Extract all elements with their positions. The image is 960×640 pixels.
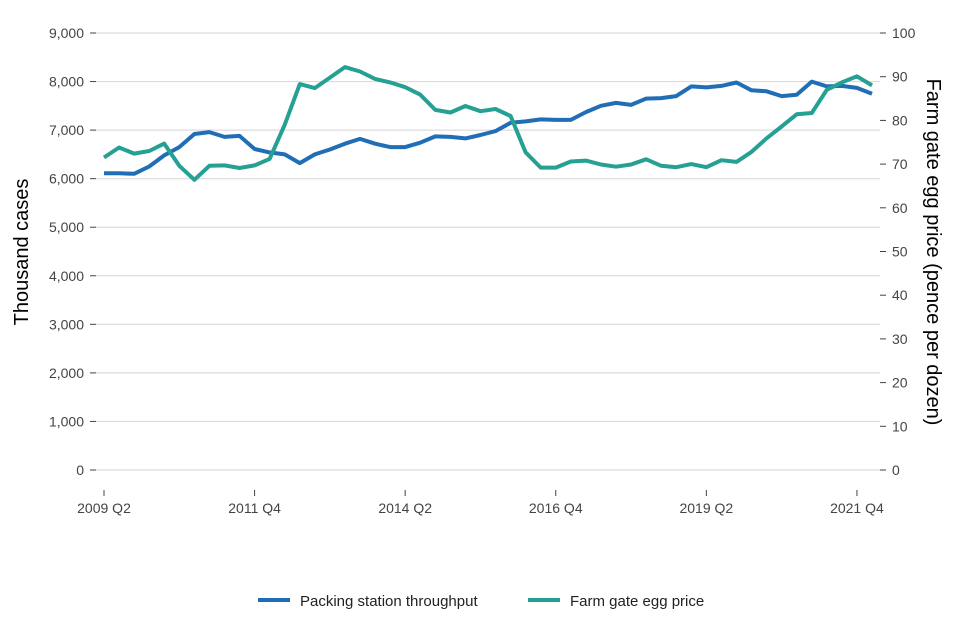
left-y-axis: 0 1,000 2,000 3,000 4,000 5,000 6,000 7,000 8,00… (49, 25, 96, 478)
x-axis-tick-label: 2021 Q4 (830, 500, 884, 516)
right-axis-tick-label: 60 (892, 200, 908, 216)
right-axis-tick-label: 30 (892, 331, 908, 347)
right-axis-tick-label: 70 (892, 156, 908, 172)
left-axis-title: Thousand cases (11, 179, 33, 326)
left-axis-tick-label: 5,000 (49, 219, 84, 235)
left-axis-tick-label: 9,000 (49, 25, 84, 41)
right-axis-tick-label: 20 (892, 375, 908, 391)
left-axis-tick-label: 8,000 (49, 74, 84, 90)
left-axis-tick-label: 4,000 (49, 268, 84, 284)
gridlines (96, 32, 880, 471)
x-axis-tick-label: 2019 Q2 (679, 500, 733, 516)
left-axis-tick-label: 2,000 (49, 365, 84, 381)
left-axis-tick-label: 0 (76, 462, 84, 478)
left-axis-tick-label: 6,000 (49, 171, 84, 187)
right-axis-tick-label: 50 (892, 244, 908, 260)
legend-label-egg-price: Farm gate egg price (570, 593, 704, 610)
series-line-egg-price (102, 65, 874, 182)
x-axis-tick-label: 2016 Q4 (529, 500, 583, 516)
right-axis-title: Farm gate egg price (pence per dozen) (922, 79, 944, 426)
x-axis-tick-label: 2009 Q2 (77, 500, 131, 516)
right-axis-tick-label: 80 (892, 112, 908, 128)
right-axis-tick-label: 90 (892, 69, 908, 85)
series-line-throughput (104, 79, 873, 176)
right-y-axis: 0 10 20 30 40 50 60 70 80 90 100 (880, 25, 916, 478)
x-axis-tick-label: 2014 Q2 (378, 500, 432, 516)
right-axis-tick-label: 10 (892, 418, 908, 434)
left-axis-tick-label: 7,000 (49, 122, 84, 138)
right-axis-tick-label: 40 (892, 287, 908, 303)
legend: Packing station throughput Farm gate egg… (258, 593, 704, 610)
right-axis-tick-label: 100 (892, 25, 916, 41)
right-axis-tick-label: 0 (892, 462, 900, 478)
x-axis: 2009 Q2 2011 Q4 2014 Q2 2016 Q4 2019 Q2 2021 … (77, 490, 884, 516)
left-axis-tick-label: 1,000 (49, 413, 84, 429)
legend-label-throughput: Packing station throughput (300, 593, 478, 610)
left-axis-tick-label: 3,000 (49, 316, 84, 332)
series-lines (102, 65, 874, 182)
x-axis-tick-label: 2011 Q4 (228, 500, 281, 516)
